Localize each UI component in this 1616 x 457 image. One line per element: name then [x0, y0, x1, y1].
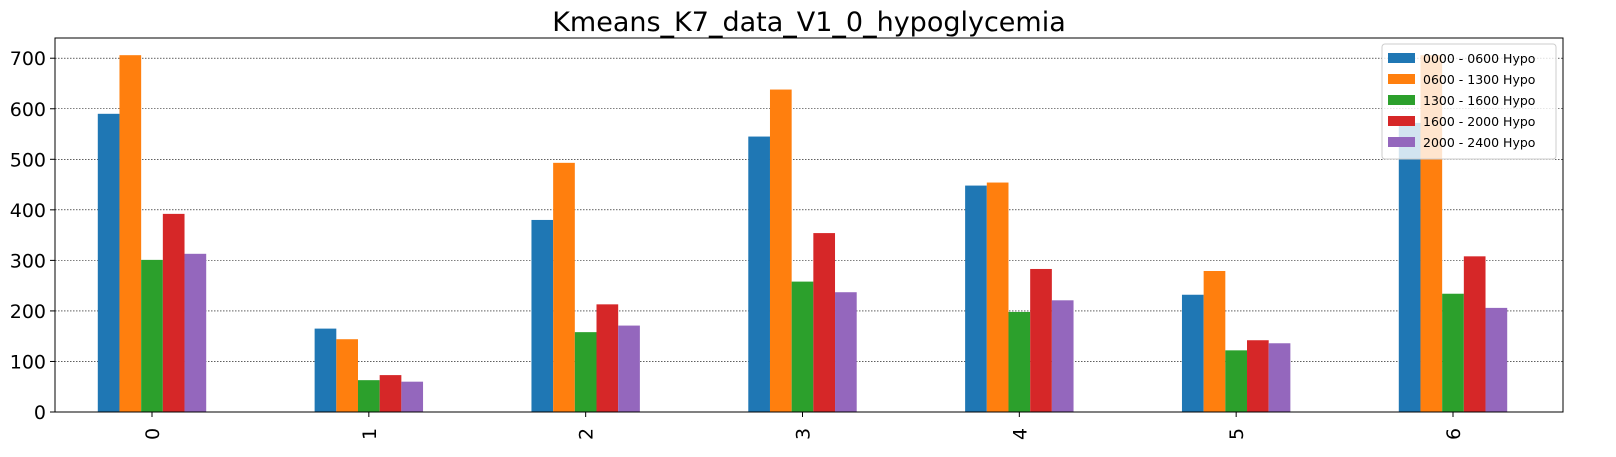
bar [1181, 294, 1204, 412]
bar [769, 89, 792, 412]
bar [553, 162, 575, 412]
bar [97, 113, 120, 412]
legend: 0000 - 0600 Hypo 0600 - 1300 Hypo 1300 - 1… [1381, 43, 1557, 160]
x-tick-label: 6 [1443, 428, 1465, 440]
bar [791, 281, 814, 412]
legend-swatch [1388, 74, 1415, 84]
x-tick-label: 3 [793, 428, 815, 440]
bar [1268, 343, 1291, 412]
legend-label: 1600 - 2000 Hypo [1423, 114, 1535, 129]
bar [596, 304, 619, 412]
x-axis: 0 1 2 3 4 5 6 [142, 412, 1465, 440]
y-tick-label: 600 [10, 99, 46, 121]
x-tick-label: 5 [1226, 428, 1248, 440]
y-tick-label: 400 [10, 200, 46, 222]
legend-label: 2000 - 2400 Hypo [1423, 135, 1535, 150]
y-axis: 0 100 200 300 400 500 600 700 [10, 48, 55, 424]
bar [336, 339, 358, 412]
x-tick-label: 2 [576, 428, 598, 440]
bar [1463, 256, 1486, 412]
bar [1225, 350, 1248, 412]
bar [1051, 300, 1074, 412]
y-tick-label: 200 [10, 301, 46, 323]
legend-label: 1300 - 1600 Hypo [1423, 93, 1535, 108]
bar [986, 182, 1009, 412]
y-tick-label: 700 [10, 48, 46, 70]
x-tick-label: 4 [1009, 428, 1031, 440]
bar [141, 259, 163, 412]
legend-swatch [1388, 116, 1415, 126]
legend-label: 0000 - 0600 Hypo [1423, 51, 1535, 66]
bar [1247, 340, 1269, 412]
bar [401, 381, 424, 412]
plot-frame [54, 37, 1564, 413]
bar [379, 375, 402, 412]
bar [965, 185, 987, 412]
bar [531, 219, 554, 412]
legend-swatch [1388, 95, 1415, 105]
bar [1008, 311, 1031, 412]
x-tick-label: 0 [142, 428, 164, 440]
bar [1030, 268, 1052, 412]
bar [618, 325, 640, 412]
y-tick-label: 300 [10, 250, 46, 272]
bar [574, 332, 597, 412]
legend-swatch [1388, 137, 1415, 147]
bar [184, 253, 207, 412]
bar [357, 380, 380, 412]
y-tick-label: 100 [10, 351, 46, 373]
bar [119, 55, 142, 413]
bar [1442, 293, 1464, 412]
y-tick-label: 0 [34, 402, 46, 424]
legend-label: 0600 - 1300 Hypo [1423, 72, 1535, 87]
bar [1485, 307, 1508, 412]
legend-swatch [1388, 53, 1415, 63]
y-tick-label: 500 [10, 149, 46, 171]
bar [1203, 270, 1226, 412]
bar [748, 136, 770, 412]
x-tick-label: 1 [359, 428, 381, 440]
chart-title: Kmeans_K7_data_V1_0_hypoglycemia [552, 7, 1066, 38]
legend-box [1381, 43, 1557, 160]
bar [835, 292, 857, 412]
bar [1398, 122, 1421, 412]
bar [162, 213, 185, 412]
bar [314, 328, 337, 412]
bar [813, 233, 836, 412]
bars [97, 55, 1508, 413]
